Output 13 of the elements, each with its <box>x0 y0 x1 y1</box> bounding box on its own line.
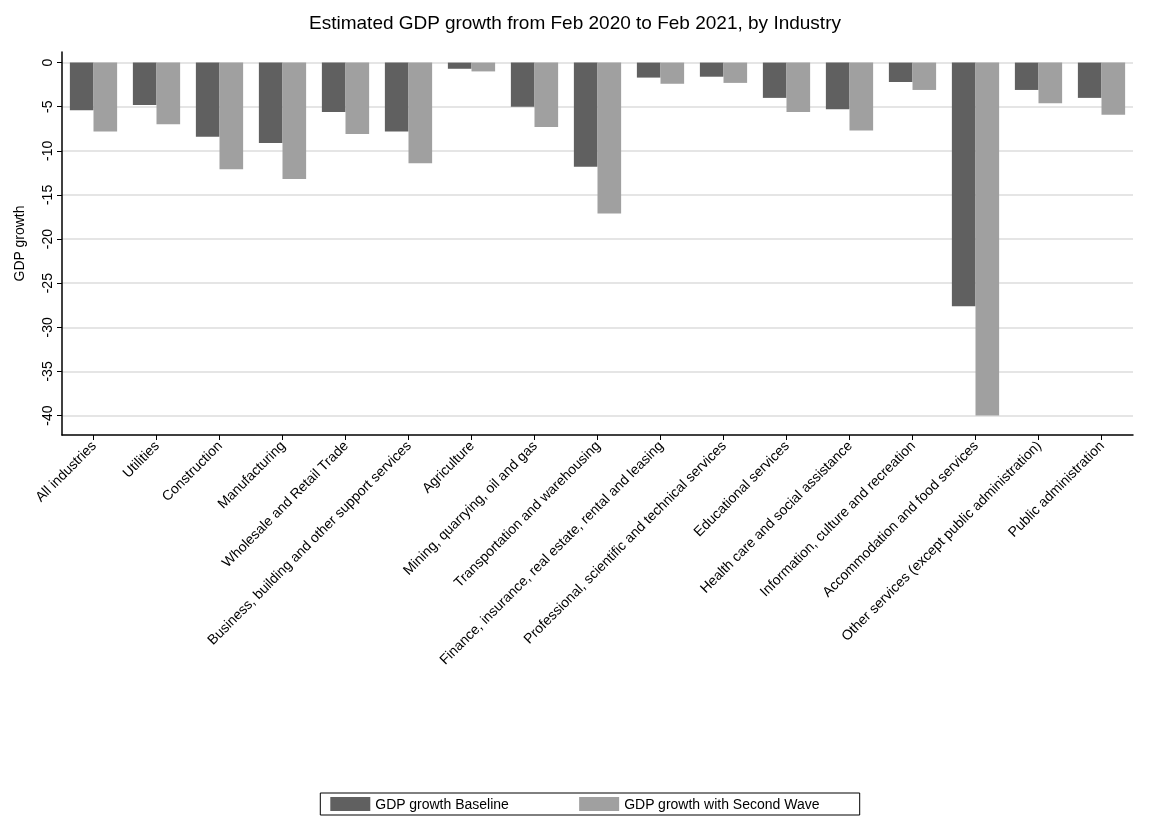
y-tick-label: -30 <box>39 317 55 338</box>
y-axis-title: GDP growth <box>11 205 27 282</box>
y-tick-label: -40 <box>39 405 55 426</box>
y-tick-label: -5 <box>39 100 55 113</box>
legend-label: GDP growth Baseline <box>375 796 510 812</box>
y-tick-label: 0 <box>39 58 55 67</box>
y-tick-label: -35 <box>39 361 55 382</box>
legend-label: GDP growth with Second Wave <box>624 796 820 812</box>
chart-title: Estimated GDP growth from Feb 2020 to Feb 2021, by Industry <box>309 12 842 33</box>
y-tick-label: -20 <box>39 228 55 250</box>
y-tick-label: -15 <box>39 184 55 206</box>
y-tick-label: -10 <box>39 140 55 161</box>
y-tick-label: -25 <box>39 272 55 294</box>
